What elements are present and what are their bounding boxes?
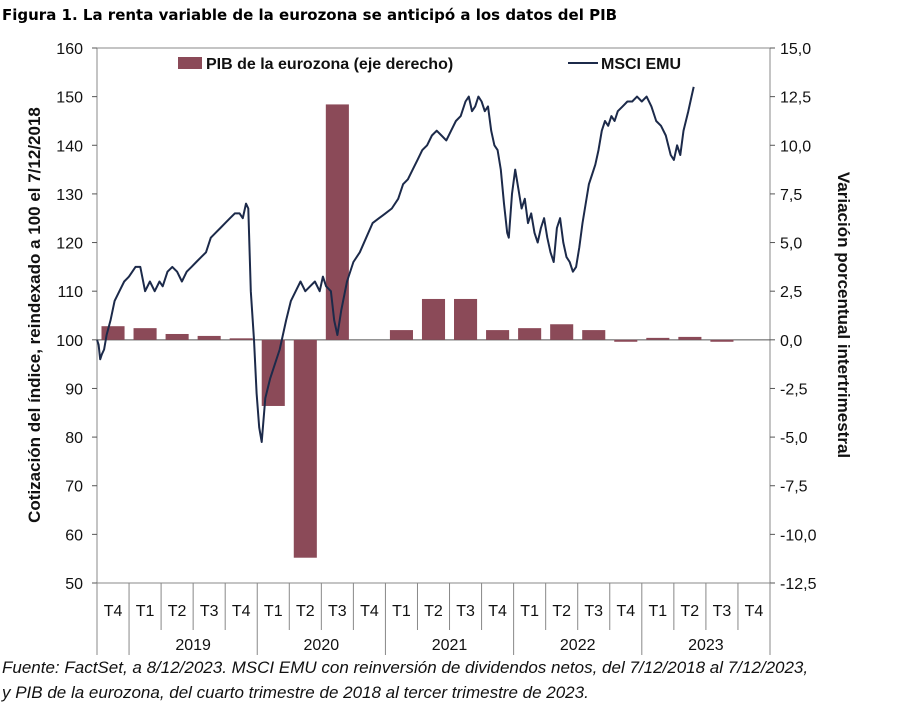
year-label: 2022 <box>560 637 596 654</box>
left-tick-label: 160 <box>56 41 83 58</box>
quarter-label: T4 <box>232 603 251 620</box>
gdp-bar <box>229 338 253 340</box>
left-tick-label: 150 <box>56 90 83 107</box>
right-tick-label: -10,0 <box>780 527 817 544</box>
left-axis-title: Cotización del índice, reindexado a 100 … <box>25 107 44 523</box>
year-label: 2019 <box>175 637 211 654</box>
right-tick-label: 2,5 <box>780 284 802 301</box>
source-note-line-2: y PIB de la eurozona, del cuarto trimest… <box>2 683 589 702</box>
left-tick-label: 100 <box>56 333 83 350</box>
quarter-label: T1 <box>264 603 283 620</box>
right-tick-label: -7,5 <box>780 479 808 496</box>
quarter-label: T1 <box>136 603 155 620</box>
right-tick-label: 15,0 <box>780 41 811 58</box>
quarter-label: T4 <box>104 603 123 620</box>
right-axis-title: Variación porcentual intertrimestral <box>834 172 853 458</box>
legend-swatch-gdp <box>178 57 202 69</box>
right-tick-label: 0,0 <box>780 333 802 350</box>
msci-line-group <box>96 86 695 443</box>
gdp-bar <box>421 298 446 340</box>
quarter-label: T4 <box>745 603 764 620</box>
left-tick-label: 50 <box>65 576 83 593</box>
quarter-label: T3 <box>200 603 219 620</box>
quarter-label: T4 <box>360 603 379 620</box>
gdp-bar <box>518 328 542 340</box>
x-axis: T4 T1 T2 T3 T4 T1 T2 T3 T4 T1 T2 T3 T4 T1 T2 T3 T4 T1 T2 T3… <box>96 583 771 655</box>
source-note-line-1: Fuente: FactSet, a 8/12/2023. MSCI EMU c… <box>2 658 809 677</box>
quarter-label: T3 <box>328 603 347 620</box>
legend-label-gdp: PIB de la eurozona (eje derecho) <box>206 56 453 73</box>
left-tick-label: 110 <box>57 284 83 301</box>
left-tick-label: 70 <box>65 479 83 496</box>
right-tick-label: 7,5 <box>780 187 802 204</box>
right-tick-label: -12,5 <box>780 576 817 593</box>
right-tick-label: -2,5 <box>780 381 808 398</box>
right-tick-label: -5,0 <box>780 430 808 447</box>
left-tick-label: 80 <box>65 430 83 447</box>
quarter-label: T2 <box>552 603 571 620</box>
gdp-bar <box>101 326 125 340</box>
gdp-bar <box>389 330 413 340</box>
gdp-bar <box>293 339 317 558</box>
gdp-bar <box>582 330 606 340</box>
quarter-label: T1 <box>520 603 539 620</box>
gdp-bar <box>197 335 221 340</box>
quarter-label: T2 <box>681 603 700 620</box>
quarter-label: T2 <box>296 603 315 620</box>
left-tick-label: 130 <box>56 187 83 204</box>
gdp-bars <box>101 104 734 558</box>
quarter-label: T3 <box>584 603 603 620</box>
quarter-label: T3 <box>713 603 732 620</box>
quarter-label: T2 <box>168 603 187 620</box>
left-tick-label: 90 <box>65 381 83 398</box>
quarter-label: T1 <box>648 603 667 620</box>
figure-title: Figura 1. La renta variable de la eurozo… <box>2 6 618 24</box>
left-tick-label: 140 <box>56 138 83 155</box>
quarter-label: T1 <box>392 603 411 620</box>
gdp-bar <box>550 324 574 340</box>
left-axis-ticks: 50 60 70 80 90 100 110 120 130 140 150 160 <box>56 41 97 593</box>
legend-label-msci: MSCI EMU <box>601 56 681 73</box>
gdp-bar <box>614 339 638 342</box>
year-label: 2021 <box>432 637 468 654</box>
gdp-bar <box>710 339 734 342</box>
quarter-label: T4 <box>488 603 507 620</box>
right-tick-label: 10,0 <box>780 138 811 155</box>
right-axis-ticks: -12,5 -10,0 -7,5 -5,0 -2,5 0,0 2,5 5,0 7,5 10,0 12… <box>770 41 817 593</box>
left-tick-label: 60 <box>65 527 83 544</box>
quarter-label: T4 <box>616 603 635 620</box>
gdp-bar <box>325 104 349 340</box>
quarter-label: T3 <box>456 603 475 620</box>
gdp-bar <box>646 337 670 340</box>
plot-area-border <box>96 47 771 584</box>
left-tick-label: 120 <box>56 236 83 253</box>
right-tick-label: 12,5 <box>780 90 811 107</box>
year-label: 2020 <box>304 637 340 654</box>
right-tick-label: 5,0 <box>780 236 802 253</box>
quarter-label: T2 <box>424 603 443 620</box>
year-label: 2023 <box>688 637 724 654</box>
gdp-bar <box>454 298 478 340</box>
gdp-bar <box>486 330 510 340</box>
msci-line <box>96 86 695 443</box>
gdp-bar <box>133 328 157 340</box>
gdp-bar <box>678 336 702 340</box>
gdp-bar <box>165 333 189 340</box>
legend: PIB de la eurozona (eje derecho) MSCI EM… <box>178 56 681 73</box>
